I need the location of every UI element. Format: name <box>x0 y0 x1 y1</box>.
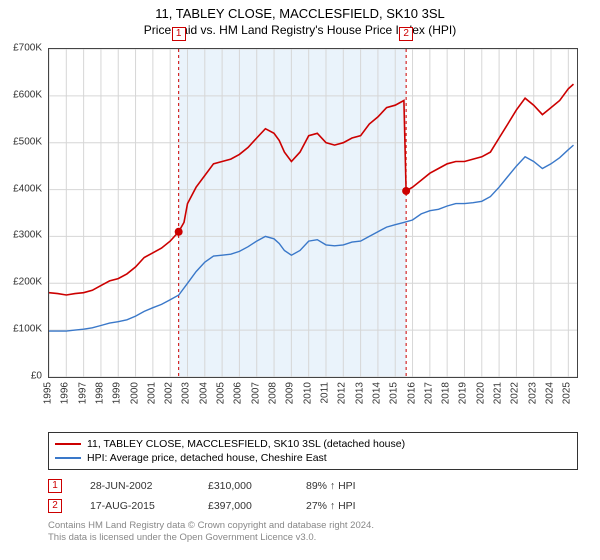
x-tick-label: 2004 <box>198 382 209 404</box>
x-tick-label: 2020 <box>475 382 486 404</box>
chart-plot-area: 12 <box>48 48 578 378</box>
legend-swatch <box>55 443 81 445</box>
x-tick-label: 2017 <box>423 382 434 404</box>
event-date: 17-AUG-2015 <box>90 500 180 512</box>
x-tick-label: 1999 <box>112 382 123 404</box>
x-tick-label: 2006 <box>233 382 244 404</box>
y-tick-label: £400K <box>13 183 42 194</box>
y-tick-label: £100K <box>13 324 42 335</box>
chart-title-subtitle: Price paid vs. HM Land Registry's House … <box>0 21 600 41</box>
x-tick-label: 2023 <box>527 382 538 404</box>
y-tick-label: £700K <box>13 43 42 54</box>
chart-container: 11, TABLEY CLOSE, MACCLESFIELD, SK10 3SL… <box>0 0 600 560</box>
chart-svg <box>49 49 577 377</box>
event-price: £397,000 <box>208 500 278 512</box>
x-tick-label: 2011 <box>319 382 330 404</box>
x-tick-label: 2002 <box>164 382 175 404</box>
event-badge: 1 <box>48 479 62 493</box>
event-badge: 2 <box>48 499 62 513</box>
x-tick-label: 1997 <box>77 382 88 404</box>
x-tick-label: 2010 <box>302 382 313 404</box>
footer-attribution: Contains HM Land Registry data © Crown c… <box>48 520 578 545</box>
x-tick-label: 2014 <box>371 382 382 404</box>
x-tick-label: 2024 <box>545 382 556 404</box>
x-tick-label: 2005 <box>216 382 227 404</box>
x-tick-label: 2019 <box>458 382 469 404</box>
x-tick-label: 1996 <box>60 382 71 404</box>
event-row: 1 28-JUN-2002 £310,000 89% ↑ HPI <box>48 476 578 496</box>
x-tick-label: 2001 <box>146 382 157 404</box>
chart-event-badge: 2 <box>399 27 413 41</box>
legend-swatch <box>55 457 81 459</box>
footer-line: Contains HM Land Registry data © Crown c… <box>48 520 578 532</box>
x-tick-label: 2015 <box>389 382 400 404</box>
event-row: 2 17-AUG-2015 £397,000 27% ↑ HPI <box>48 496 578 516</box>
y-tick-label: £300K <box>13 230 42 241</box>
x-tick-label: 1998 <box>94 382 105 404</box>
y-tick-label: £200K <box>13 277 42 288</box>
footer-line: This data is licensed under the Open Gov… <box>48 532 578 544</box>
x-tick-label: 2012 <box>337 382 348 404</box>
event-date: 28-JUN-2002 <box>90 480 180 492</box>
x-tick-label: 2025 <box>562 382 573 404</box>
event-hpi: 27% ↑ HPI <box>306 500 396 512</box>
y-axis: £0£100K£200K£300K£400K£500K£600K£700K <box>0 48 46 378</box>
x-tick-label: 2000 <box>129 382 140 404</box>
y-tick-label: £500K <box>13 136 42 147</box>
x-tick-label: 2018 <box>441 382 452 404</box>
legend-item: 11, TABLEY CLOSE, MACCLESFIELD, SK10 3SL… <box>55 437 571 451</box>
chart-event-badge: 1 <box>172 27 186 41</box>
event-price: £310,000 <box>208 480 278 492</box>
legend-label: 11, TABLEY CLOSE, MACCLESFIELD, SK10 3SL… <box>87 438 405 450</box>
x-tick-label: 2013 <box>354 382 365 404</box>
event-number: 2 <box>52 501 58 511</box>
legend-label: HPI: Average price, detached house, Ches… <box>87 452 327 464</box>
legend-item: HPI: Average price, detached house, Ches… <box>55 451 571 465</box>
x-tick-label: 2007 <box>250 382 261 404</box>
x-tick-label: 2009 <box>285 382 296 404</box>
x-tick-label: 2022 <box>510 382 521 404</box>
legend-box: 11, TABLEY CLOSE, MACCLESFIELD, SK10 3SL… <box>48 432 578 470</box>
x-tick-label: 1995 <box>43 382 54 404</box>
x-tick-label: 2008 <box>268 382 279 404</box>
x-tick-label: 2003 <box>181 382 192 404</box>
event-number: 1 <box>52 481 58 491</box>
event-hpi: 89% ↑ HPI <box>306 480 396 492</box>
y-tick-label: £0 <box>31 371 42 382</box>
chart-title-address: 11, TABLEY CLOSE, MACCLESFIELD, SK10 3SL <box>0 0 600 21</box>
x-axis: 1995199619971998199920002001200220032004… <box>48 380 578 430</box>
events-table: 1 28-JUN-2002 £310,000 89% ↑ HPI 2 17-AU… <box>48 476 578 516</box>
x-tick-label: 2016 <box>406 382 417 404</box>
x-tick-label: 2021 <box>493 382 504 404</box>
y-tick-label: £600K <box>13 89 42 100</box>
